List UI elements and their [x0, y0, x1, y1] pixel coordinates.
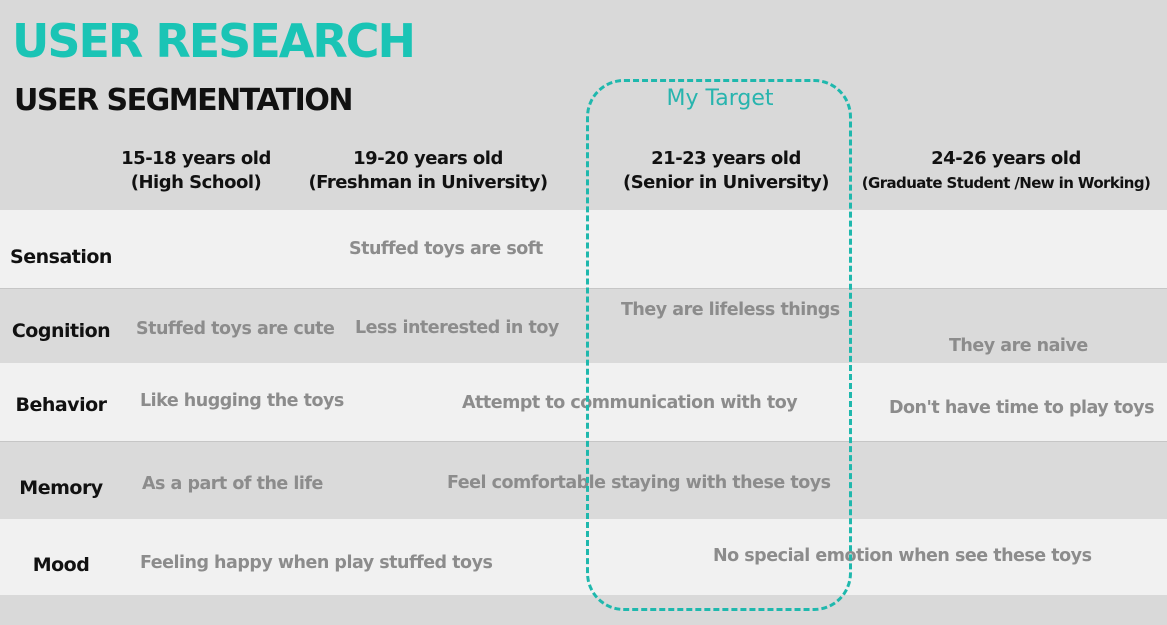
column-group: (Freshman in University)	[308, 172, 548, 193]
target-label: My Target	[666, 86, 774, 111]
column-age: 24-26 years old	[931, 148, 1081, 169]
cell-cognition-2: Less interested in toy	[355, 318, 559, 338]
column-header-24-26: 24-26 years old (Graduate Student /New i…	[856, 147, 1156, 195]
cell-behavior-2: Attempt to communication with toy	[462, 393, 798, 413]
cell-behavior-1: Like hugging the toys	[140, 391, 344, 411]
cell-memory-1: As a part of the life	[142, 474, 323, 494]
cell-cognition-1: Stuffed toys are cute	[136, 319, 335, 339]
row-band-behavior	[0, 363, 1167, 441]
cell-mood-1: Feeling happy when play stuffed toys	[140, 553, 493, 573]
cell-mood-2: No special emotion when see these toys	[713, 546, 1092, 566]
row-label-memory: Memory	[19, 477, 103, 499]
row-label-behavior: Behavior	[15, 394, 107, 416]
column-age: 19-20 years old	[353, 148, 503, 169]
row-label-cognition: Cognition	[11, 320, 111, 342]
column-age: 21-23 years old	[651, 148, 801, 169]
row-band-sensation	[0, 210, 1167, 288]
column-header-19-20: 19-20 years old (Freshman in University)	[300, 147, 556, 195]
cell-sensation-1: Stuffed toys are soft	[349, 239, 543, 259]
row-label-sensation: Sensation	[10, 246, 112, 268]
column-group: (Graduate Student /New in Working)	[861, 174, 1151, 192]
row-band-memory	[0, 441, 1167, 520]
column-header-15-18: 15-18 years old (High School)	[110, 147, 282, 195]
page-subtitle: USER SEGMENTATION	[14, 83, 353, 118]
row-band-mood	[0, 519, 1167, 595]
column-group: (Senior in University)	[622, 172, 830, 193]
cell-cognition-3: They are lifeless things	[621, 300, 840, 320]
cell-cognition-4: They are naive	[949, 336, 1088, 356]
row-band-cognition	[0, 288, 1167, 364]
cell-behavior-3: Don't have time to play toys	[889, 398, 1155, 418]
page-title: USER RESEARCH	[12, 14, 416, 68]
row-label-mood: Mood	[32, 554, 90, 576]
column-age: 15-18 years old	[121, 148, 271, 169]
column-group: (High School)	[130, 172, 262, 193]
column-header-21-23: 21-23 years old (Senior in University)	[608, 147, 844, 195]
cell-memory-2: Feel comfortable staying with these toys	[447, 473, 831, 493]
